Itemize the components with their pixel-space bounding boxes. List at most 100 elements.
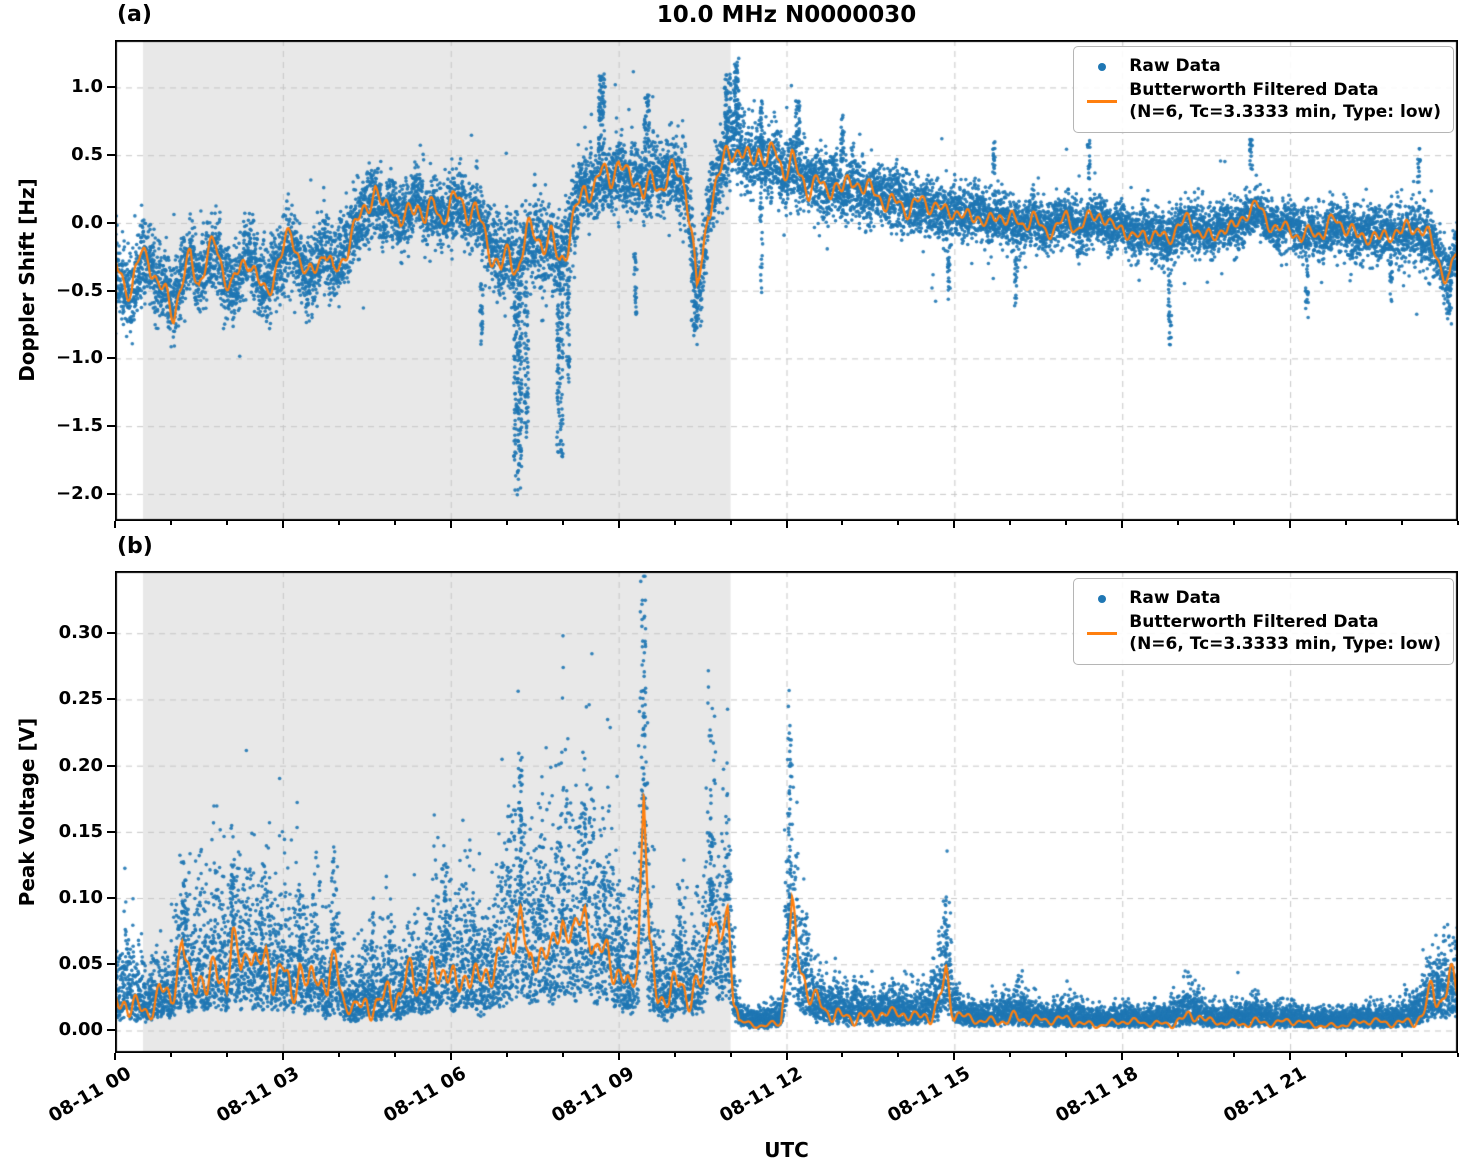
y-tick <box>107 492 115 495</box>
x-tick-label: 08-11 03 <box>212 1063 303 1127</box>
x-tick <box>1233 521 1236 525</box>
filtered-line-marker-icon <box>1087 100 1118 103</box>
legend-raw-label: Raw Data <box>1129 588 1221 608</box>
x-tick <box>393 1053 396 1057</box>
y-tick <box>107 221 115 224</box>
x-tick <box>1457 521 1459 525</box>
y-tick-label: 0.10 <box>58 887 103 909</box>
y-tick-label: −2.0 <box>56 482 103 504</box>
y-tick <box>107 1029 115 1032</box>
y-tick <box>107 425 115 428</box>
x-tick-label: 08-11 18 <box>1052 1063 1142 1127</box>
x-tick <box>1177 1053 1180 1057</box>
x-tick <box>1289 521 1292 528</box>
legend-raw-label: Raw Data <box>1129 56 1221 76</box>
y-tick-label: 0.15 <box>58 820 103 842</box>
x-tick <box>785 521 788 528</box>
x-tick <box>561 521 564 525</box>
x-axis-label: UTC <box>764 1138 809 1162</box>
chart-title: 10.0 MHz N0000030 <box>656 2 917 28</box>
y-tick-label: 0.0 <box>71 211 103 233</box>
legend-entry-filtered-data: Butterworth Filtered Data (N=6, Tc=3.333… <box>1084 80 1441 124</box>
x-tick <box>1289 1053 1292 1060</box>
raw-data-marker-icon <box>1098 62 1107 71</box>
legend-filtered-label-line1: Butterworth Filtered Data <box>1129 611 1379 632</box>
x-tick <box>729 521 732 525</box>
panel-b-tag: (b) <box>117 534 153 559</box>
y-tick-label: 0.30 <box>58 622 103 644</box>
x-tick <box>1233 1053 1236 1057</box>
y-tick <box>107 698 115 701</box>
x-tick <box>729 1053 732 1057</box>
x-tick <box>561 1053 564 1057</box>
x-tick <box>673 521 676 525</box>
y-tick-label: 0.05 <box>58 953 103 975</box>
y-tick-label: 0.00 <box>58 1019 103 1041</box>
x-tick <box>114 521 116 528</box>
y-tick-label: −1.0 <box>56 347 103 369</box>
x-tick <box>953 521 956 528</box>
y-tick <box>107 963 115 966</box>
x-tick <box>337 521 340 525</box>
x-tick <box>1345 1053 1348 1057</box>
x-tick <box>449 1053 452 1060</box>
panel-a-tag: (a) <box>117 2 152 27</box>
raw-data-marker-icon <box>1098 594 1107 603</box>
x-tick <box>225 1053 228 1057</box>
y-tick-label: 0.20 <box>58 754 103 776</box>
x-tick <box>281 1053 284 1060</box>
y-tick <box>107 357 115 360</box>
x-tick-label: 08-11 21 <box>1220 1063 1310 1127</box>
x-tick <box>841 521 844 525</box>
x-tick <box>114 1053 116 1060</box>
legend-filtered-label-line2: (N=6, Tc=3.3333 min, Type: low) <box>1129 633 1441 654</box>
x-tick <box>673 1053 676 1057</box>
x-tick <box>1401 1053 1404 1057</box>
legend-entry-filtered-data: Butterworth Filtered Data (N=6, Tc=3.333… <box>1084 612 1441 656</box>
x-tick <box>1009 1053 1012 1057</box>
y-tick-label: −0.5 <box>56 279 103 301</box>
legend-panel-b: Raw Data Butterworth Filtered Data (N=6,… <box>1073 578 1454 666</box>
x-tick <box>1177 521 1180 525</box>
x-tick <box>1121 521 1124 528</box>
x-tick <box>617 521 620 528</box>
x-tick <box>897 521 900 525</box>
x-tick <box>1065 521 1068 525</box>
filtered-line-marker-icon <box>1087 632 1118 635</box>
x-tick <box>505 1053 508 1057</box>
y-tick <box>107 632 115 635</box>
y-tick-label: 0.5 <box>71 144 103 166</box>
legend-entry-raw-data: Raw Data <box>1084 588 1441 610</box>
x-tick <box>785 1053 788 1060</box>
x-tick <box>169 521 172 525</box>
x-tick <box>841 1053 844 1057</box>
x-tick <box>393 521 396 525</box>
y-tick-label: 0.25 <box>58 688 103 710</box>
x-tick <box>1121 1053 1124 1060</box>
y-tick <box>107 897 115 900</box>
legend-entry-raw-data: Raw Data <box>1084 56 1441 78</box>
x-tick <box>169 1053 172 1057</box>
y-tick-label: −1.5 <box>56 415 103 437</box>
legend-filtered-label-line1: Butterworth Filtered Data <box>1129 79 1379 100</box>
x-tick <box>953 1053 956 1060</box>
x-tick-label: 08-11 00 <box>44 1063 135 1127</box>
x-tick <box>449 521 452 528</box>
x-tick <box>281 521 284 528</box>
x-tick <box>1457 1053 1459 1057</box>
y-tick-label: 1.0 <box>71 76 103 98</box>
y-tick <box>107 764 115 767</box>
panel-b-y-axis-label: Peak Voltage [V] <box>15 717 39 907</box>
x-tick <box>1065 1053 1068 1057</box>
x-tick <box>505 521 508 525</box>
legend-filtered-label-line2: (N=6, Tc=3.3333 min, Type: low) <box>1129 101 1441 122</box>
x-tick-label: 08-11 06 <box>380 1063 471 1127</box>
x-tick <box>1009 521 1012 525</box>
x-tick-label: 08-11 15 <box>884 1063 974 1127</box>
y-tick <box>107 154 115 157</box>
x-tick <box>337 1053 340 1057</box>
x-tick <box>225 521 228 525</box>
y-tick <box>107 830 115 833</box>
x-tick <box>1401 521 1404 525</box>
